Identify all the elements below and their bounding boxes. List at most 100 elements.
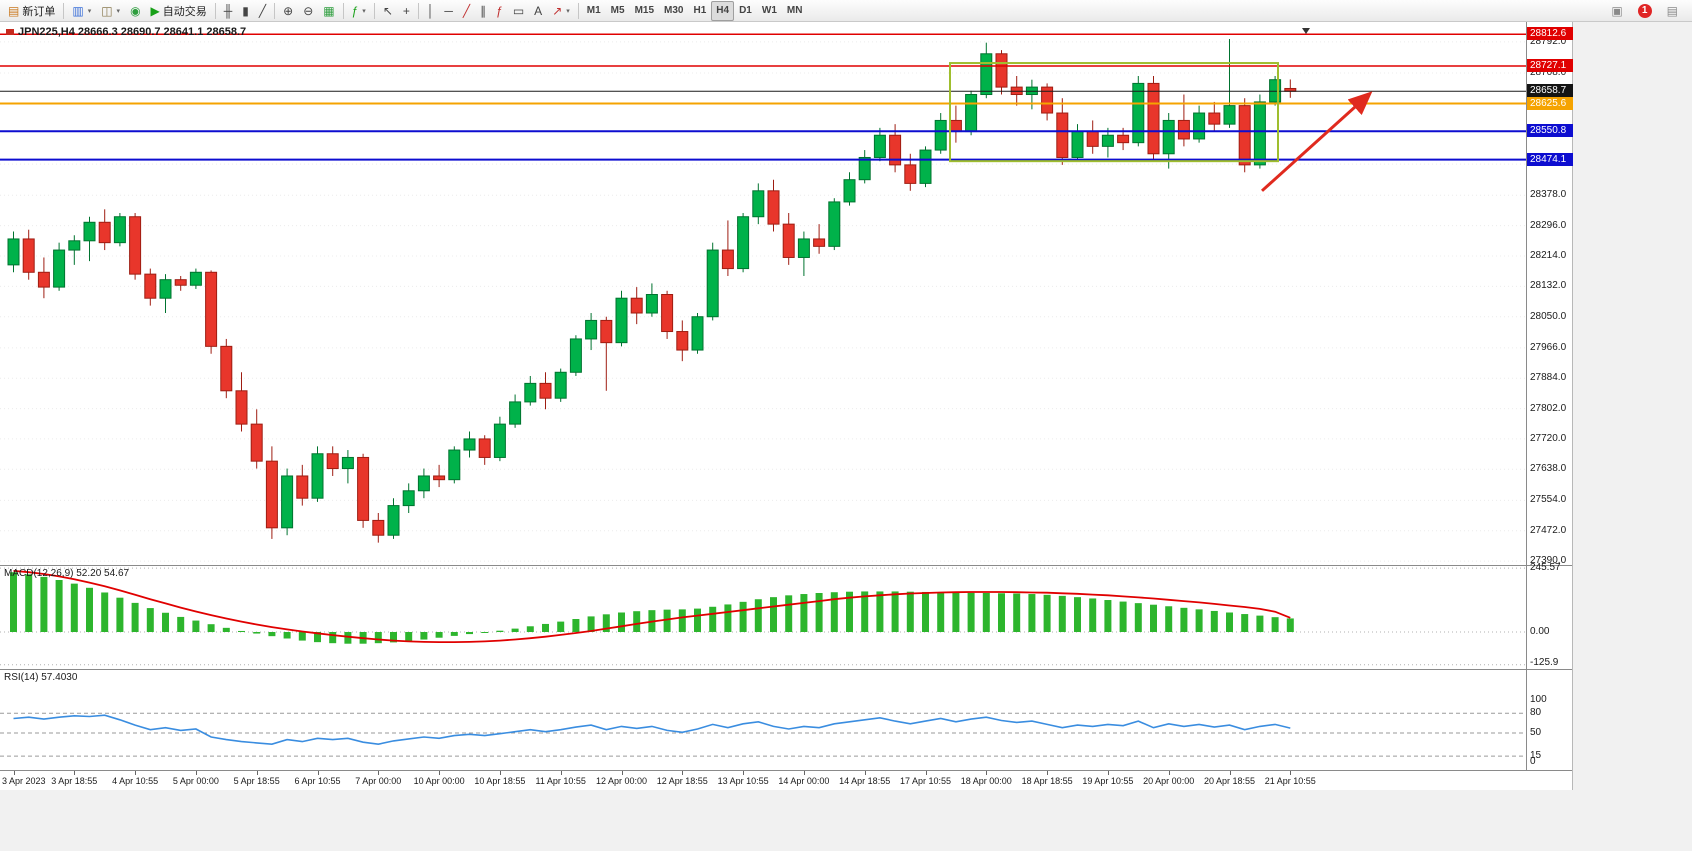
fibonacci-button-glyph: ƒ [496,3,503,18]
candle [965,94,978,133]
time-axis-label: 3 Apr 2023 [2,776,46,786]
candle [250,423,263,462]
candle [478,438,491,458]
candle [600,319,613,344]
profiles-button[interactable]: ◫ ▾ [96,1,125,21]
zoom-out-button-glyph: ⊖ [303,3,314,18]
chart-symbol-icon [6,29,14,35]
candle [1101,134,1114,147]
candle [889,134,902,166]
macd-bar [937,592,945,632]
price-axis-label: 27638.0 [1530,463,1567,475]
macd-bar [207,624,215,632]
rsi-axis-label: 80 [1530,707,1542,719]
macd-bar [1165,606,1173,632]
macd-bar [435,632,443,638]
tf-w1-button[interactable]: W1 [757,1,782,21]
time-tick [1229,771,1231,775]
time-tick [803,771,805,775]
tf-h4-button[interactable]: H4 [711,0,735,21]
time-tick [439,771,441,775]
consolidation-box[interactable] [949,62,1279,163]
price-chart[interactable] [0,22,1526,565]
candle [524,382,537,403]
fibonacci-button[interactable]: ƒ [491,1,508,21]
macd-bar [785,595,793,632]
market-watch-button[interactable]: ◉ [125,1,145,21]
trend-arrow[interactable] [1260,91,1373,192]
channel-button[interactable]: ∥ [475,1,491,21]
menu-button[interactable]: ▤ [1662,1,1683,21]
candle [205,271,218,347]
tf-mn-button[interactable]: MN [782,1,808,21]
time-axis[interactable]: 3 Apr 2023 3 Apr 18:55 4 Apr 10:55 5 Apr 00… [0,771,1572,790]
tf-m30-button-label: M30 [664,5,684,16]
trendline-button[interactable]: ╱ [458,1,475,21]
new-order-button[interactable]: ▤ 新订单 [3,1,60,21]
notification-button[interactable]: 1 [1633,1,1657,21]
macd-bar [739,601,747,632]
horizontal-line-button[interactable]: ─ [439,1,458,21]
macd-bar [587,616,595,632]
candle [691,316,704,351]
auto-trading-button[interactable]: ▶ 自动交易 [146,1,212,21]
line-chart-button[interactable]: ╱ [254,1,271,21]
zoom-out-button[interactable]: ⊖ [298,1,318,21]
panel-splitter[interactable] [0,669,1572,670]
candle [1086,131,1099,147]
scroll-to-end-marker[interactable] [1302,28,1310,34]
vertical-line-button[interactable]: │ [422,1,440,21]
candlestick-chart-button[interactable]: ▮ [237,1,254,21]
candle [1117,134,1130,144]
macd-bar [1195,609,1203,632]
candle [53,249,66,288]
macd-bar [177,616,185,632]
shapes-button[interactable]: ▭ [508,1,529,21]
macd-bar [1074,597,1081,632]
time-tick [499,771,501,775]
shapes-button-glyph: ▭ [512,3,525,18]
arrows-button[interactable]: ↗ ▾ [547,1,575,21]
time-axis-label: 19 Apr 10:55 [1082,776,1134,786]
tf-h1-button[interactable]: H1 [688,1,711,21]
macd-panel[interactable] [0,566,1526,669]
candle [463,438,476,451]
new-chart-button[interactable]: ▥ ▾ [67,1,96,21]
time-axis-label: 6 Apr 10:55 [294,776,341,786]
tf-m15-button[interactable]: M15 [630,1,659,21]
macd-bar [450,632,458,636]
price-axis-label: 28792.0 [1530,35,1567,47]
crosshair-button[interactable]: + [398,1,415,21]
zoom-in-button[interactable]: ⊕ [278,1,298,21]
time-tick [621,771,623,775]
window-button[interactable]: ▣ [1606,1,1627,21]
text-button[interactable]: A [529,1,547,21]
candle [904,164,917,184]
tf-d1-button[interactable]: D1 [734,1,757,21]
line-chart-button-glyph: ╱ [258,3,267,18]
rsi-panel[interactable] [0,670,1526,770]
candle [630,297,643,314]
macd-bar [754,599,762,632]
tf-m1-button[interactable]: M1 [582,1,606,21]
tf-m5-button[interactable]: M5 [606,1,630,21]
indicators-button[interactable]: ƒ ▾ [347,1,371,21]
macd-bar [1134,603,1142,632]
cursor-button[interactable]: ↖ [378,1,398,21]
candle [919,149,932,184]
panel-splitter[interactable] [0,565,1572,566]
macd-bar [1180,607,1188,632]
cursor-button-glyph: ↖ [382,3,393,18]
time-axis-label: 5 Apr 18:55 [233,776,280,786]
price-axis[interactable]: 28792.028708.028462.028378.028296.028214… [1526,22,1573,566]
rsi-axis-label: 100 [1530,694,1547,705]
macd-bar [770,597,777,632]
candle [281,475,294,529]
macd-bar [952,592,960,632]
bar-chart-button[interactable]: ╫ [219,1,238,21]
price-axis-label: 28214.0 [1530,249,1567,261]
tile-windows-button[interactable]: ▦ [318,1,339,21]
tf-m30-button[interactable]: M30 [659,1,688,21]
candle [661,294,674,333]
candle [813,238,826,247]
